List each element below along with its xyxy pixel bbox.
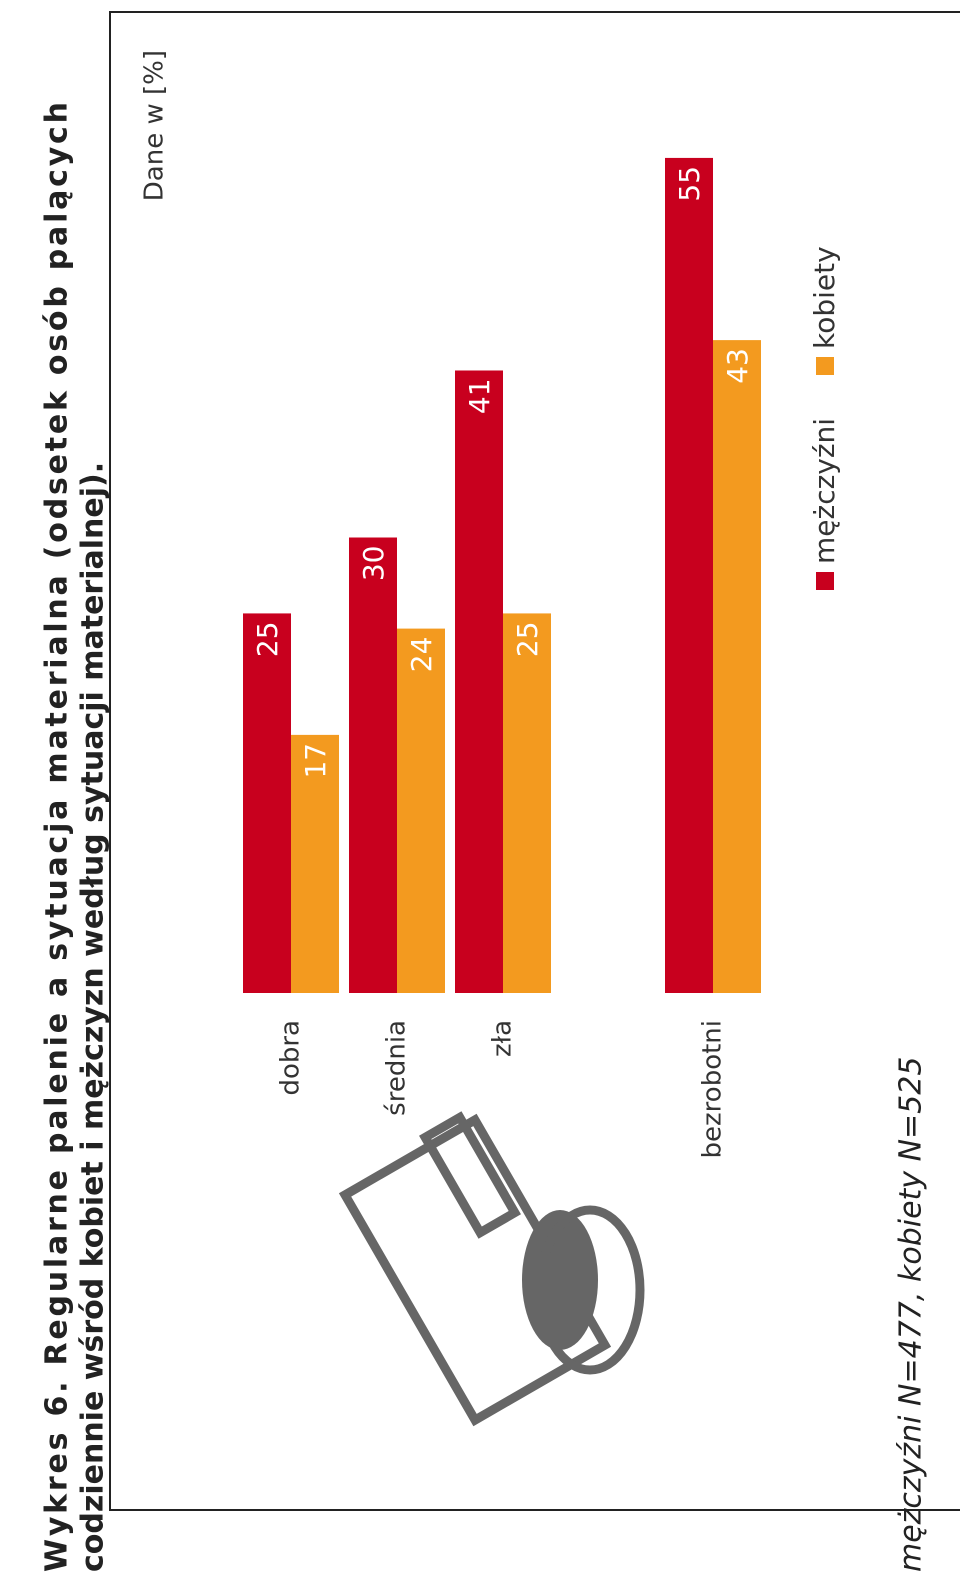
icon [338, 1111, 645, 1427]
footnote: mężczyźni N=477, kobiety N=525 [894, 1057, 929, 1572]
bar [713, 340, 761, 993]
rotated-frame: Wykres 6. Regularne palenie a sytuacja m… [40, 11, 960, 1572]
legend-label: mężczyźni [808, 418, 841, 564]
value-label: 25 [251, 621, 284, 657]
value-label: 41 [463, 378, 496, 414]
bar [291, 734, 339, 993]
bar [665, 157, 713, 993]
bar [503, 613, 551, 993]
value-label: 25 [511, 621, 544, 657]
category-label: średnia [382, 1020, 412, 1116]
bar [455, 370, 503, 993]
legend-swatch [816, 357, 834, 375]
value-label: 43 [721, 348, 754, 384]
chart-frame [109, 11, 960, 1511]
unit-label: Dane w [%] [140, 50, 170, 201]
value-label: 17 [299, 743, 332, 779]
chart-title: codziennie wśród kobiet i mężczyzn wedłu… [76, 462, 111, 1572]
value-label: 24 [405, 637, 438, 673]
chart-title: Wykres 6. Regularne palenie a sytuacja m… [40, 102, 75, 1572]
category-label: bezrobotni [698, 1020, 728, 1158]
category-label: zła [488, 1020, 518, 1057]
legend-label: kobiety [808, 246, 841, 349]
value-label: 30 [357, 546, 390, 582]
value-label: 55 [673, 166, 706, 202]
legend-swatch [816, 572, 834, 590]
bar [349, 537, 397, 993]
bar [243, 613, 291, 993]
category-label: dobra [276, 1020, 306, 1096]
bar [397, 628, 445, 993]
